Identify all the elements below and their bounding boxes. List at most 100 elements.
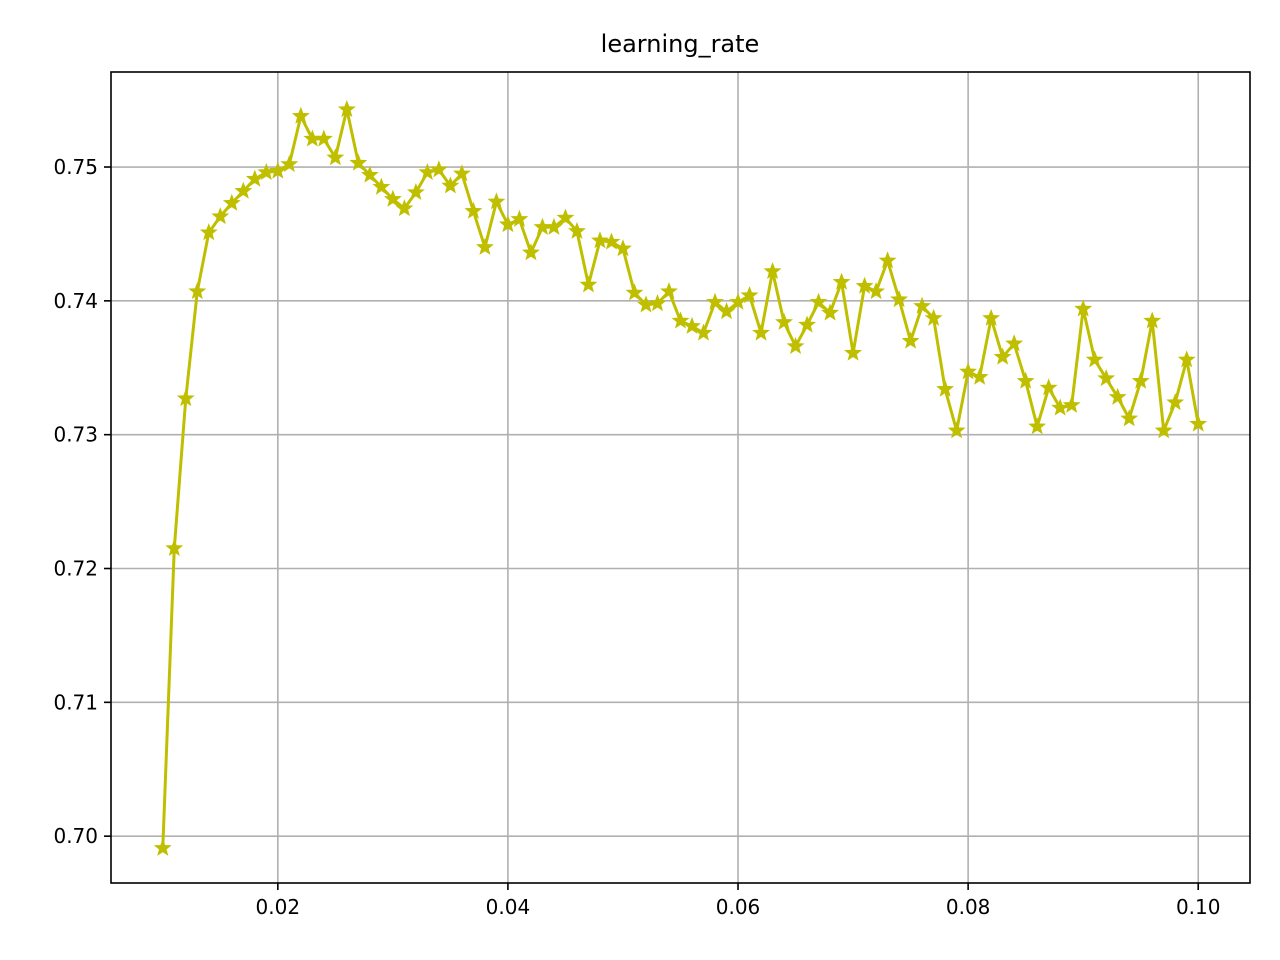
data-point bbox=[545, 217, 563, 235]
data-point bbox=[579, 275, 598, 293]
data-point bbox=[924, 308, 943, 326]
data-point bbox=[1131, 371, 1150, 389]
data-point bbox=[510, 209, 529, 227]
data-point bbox=[452, 164, 471, 182]
data-point bbox=[591, 231, 609, 249]
data-point bbox=[268, 161, 287, 179]
data-point bbox=[660, 282, 678, 300]
data-point bbox=[947, 421, 966, 439]
y-tick-label: 0.71 bbox=[53, 690, 98, 714]
y-tick-label: 0.73 bbox=[53, 423, 98, 447]
grid-layer bbox=[111, 72, 1250, 883]
data-point bbox=[1074, 299, 1093, 317]
data-point bbox=[1108, 387, 1127, 405]
data-point bbox=[1120, 409, 1139, 427]
data-point bbox=[878, 251, 897, 269]
data-point bbox=[475, 237, 494, 255]
data-point bbox=[234, 181, 253, 199]
data-point bbox=[602, 232, 621, 250]
data-point bbox=[337, 100, 356, 118]
data-point bbox=[372, 177, 391, 195]
data-point bbox=[648, 294, 667, 312]
chart-title: learning_rate bbox=[601, 30, 760, 58]
data-point bbox=[211, 207, 230, 225]
data-point bbox=[291, 106, 310, 124]
data-point bbox=[1016, 371, 1035, 389]
data-point bbox=[464, 201, 483, 219]
data-point bbox=[890, 290, 909, 308]
data-point bbox=[752, 323, 770, 341]
data-point bbox=[1039, 378, 1058, 396]
data-point bbox=[821, 303, 840, 321]
data-point bbox=[1154, 421, 1173, 439]
x-tick-label: 0.04 bbox=[486, 895, 531, 919]
data-point bbox=[245, 169, 264, 187]
data-point bbox=[395, 199, 414, 217]
data-point bbox=[936, 379, 955, 397]
data-point bbox=[1085, 350, 1104, 368]
y-tick-label: 0.74 bbox=[53, 289, 98, 313]
data-point bbox=[993, 347, 1012, 365]
data-point bbox=[199, 223, 218, 241]
data-point bbox=[280, 154, 299, 172]
data-point bbox=[844, 343, 863, 361]
data-point bbox=[176, 389, 195, 407]
data-point bbox=[901, 331, 920, 349]
data-point bbox=[982, 308, 1001, 326]
data-point bbox=[418, 162, 437, 180]
x-tick-label: 0.10 bbox=[1176, 895, 1221, 919]
data-point bbox=[360, 165, 379, 183]
y-tick-label: 0.72 bbox=[53, 557, 98, 581]
data-point bbox=[959, 362, 978, 380]
data-point bbox=[775, 312, 793, 330]
data-point bbox=[521, 243, 540, 261]
x-tick-label: 0.06 bbox=[716, 895, 761, 919]
data-point bbox=[1189, 414, 1208, 432]
data-point bbox=[1028, 417, 1047, 435]
data-point bbox=[683, 316, 701, 334]
data-point bbox=[671, 311, 690, 329]
data-point bbox=[625, 283, 644, 301]
data-point bbox=[1143, 311, 1162, 329]
x-tick-label: 0.02 bbox=[256, 895, 301, 919]
data-point bbox=[153, 838, 172, 856]
data-point bbox=[222, 193, 241, 211]
data-point bbox=[1005, 334, 1024, 352]
data-point bbox=[1062, 395, 1081, 413]
data-point bbox=[786, 336, 805, 354]
data-point bbox=[487, 192, 506, 210]
data-point bbox=[729, 292, 747, 310]
data-point bbox=[867, 282, 886, 300]
data-point bbox=[740, 286, 759, 304]
data-point bbox=[913, 296, 932, 314]
data-point bbox=[614, 239, 632, 257]
axis-layer: 0.02 0.04 0.06 0.08 0.10 0.70 0.71 0.72 0.73 0.74… bbox=[53, 71, 1251, 919]
data-point bbox=[832, 272, 851, 290]
data-point bbox=[406, 183, 425, 201]
x-tick-label: 0.08 bbox=[946, 895, 991, 919]
data-point bbox=[763, 261, 782, 280]
data-point bbox=[326, 148, 345, 166]
data-point bbox=[441, 176, 460, 194]
data-point bbox=[1051, 398, 1070, 416]
data-point bbox=[314, 129, 333, 147]
data-point bbox=[383, 189, 402, 207]
data-point bbox=[798, 315, 816, 333]
data-point bbox=[694, 323, 713, 341]
data-point bbox=[717, 302, 736, 320]
data-point bbox=[498, 215, 517, 233]
data-point bbox=[165, 539, 184, 557]
series-layer bbox=[153, 100, 1208, 856]
data-point bbox=[970, 367, 989, 385]
data-point bbox=[188, 282, 207, 300]
y-tick-label: 0.75 bbox=[53, 155, 98, 179]
data-point bbox=[809, 292, 828, 310]
y-tick-label: 0.70 bbox=[53, 824, 98, 848]
data-point bbox=[855, 276, 874, 294]
data-point bbox=[706, 292, 724, 310]
data-point bbox=[429, 160, 448, 178]
data-point bbox=[1166, 393, 1185, 411]
data-point bbox=[1097, 369, 1116, 387]
data-point bbox=[568, 221, 586, 239]
